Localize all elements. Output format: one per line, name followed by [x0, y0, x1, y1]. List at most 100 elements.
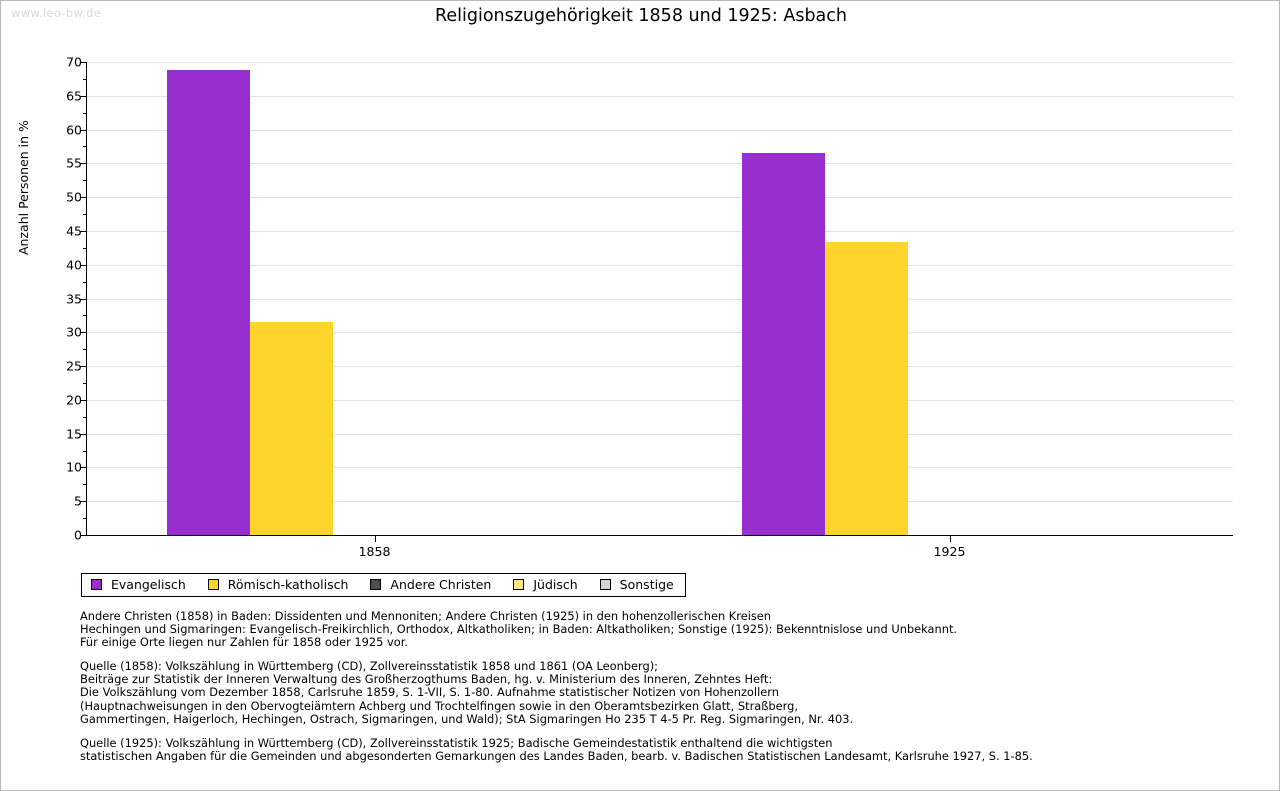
y-tick-major [80, 197, 87, 199]
gridline [87, 433, 1233, 435]
footnote-line: Hechingen und Sigmaringen: Evangelisch-F… [80, 622, 958, 637]
y-tick-label: 30 [66, 324, 82, 340]
footnote-line: Beiträge zur Statistik der Inneren Verwa… [80, 672, 773, 687]
legend-swatch-icon [513, 579, 525, 590]
y-tick-minor [83, 315, 87, 317]
legend-swatch-icon [91, 579, 102, 590]
legend-item-jüdisch[interactable]: Jüdisch [513, 577, 578, 592]
x-tick-label-1925: 1925 [933, 544, 966, 559]
legend-item-römisch-katholisch[interactable]: Römisch-katholisch [207, 577, 349, 592]
y-tick-major [80, 62, 87, 63]
gridline [87, 129, 1233, 131]
y-tick-label: 45 [66, 223, 82, 239]
footnotes: Andere Christen (1858) in Baden: Disside… [80, 609, 1210, 763]
legend-label: Andere Christen [390, 577, 492, 592]
bar-1858-evangelisch [167, 70, 250, 535]
gridline [87, 298, 1233, 300]
y-tick-major [80, 535, 87, 536]
y-tick-label: 40 [66, 257, 82, 273]
y-tick-major [80, 399, 87, 401]
gridline [87, 501, 1233, 503]
y-tick-minor [83, 247, 87, 249]
bar-1858-r-misch-katholisch [250, 322, 333, 535]
chart-title: Religionszugehörigkeit 1858 und 1925: As… [434, 6, 847, 26]
y-tick-minor [83, 180, 87, 182]
y-tick-minor [83, 281, 87, 283]
y-tick-minor [83, 484, 87, 486]
legend-label: Jüdisch [533, 577, 578, 592]
x-tick [374, 535, 376, 542]
chart-legend: Evangelisch Römisch-katholisch Andere Chri… [81, 573, 686, 597]
y-tick-major [80, 129, 87, 131]
x-tick [949, 535, 951, 542]
footnote-line: Andere Christen (1858) in Baden: Disside… [80, 609, 772, 623]
y-tick-minor [83, 349, 87, 351]
y-tick-label: 20 [66, 392, 82, 408]
y-tick-label: 10 [66, 459, 82, 475]
y-tick-major [80, 332, 87, 334]
y-tick-major [80, 467, 87, 469]
footnote-line: Quelle (1925): Volkszählung in Württembe… [80, 735, 833, 750]
legend-label: Römisch-katholisch [227, 577, 349, 592]
gridline [87, 332, 1233, 334]
watermark-leo-bw: www.leo-bw.de [11, 6, 102, 20]
footnote-block-3: Quelle (1925): Volkszählung in Württembe… [80, 735, 1210, 763]
legend-item-sonstige[interactable]: Sonstige [599, 577, 674, 592]
legend-swatch-icon [370, 579, 382, 590]
gridline [87, 62, 1233, 63]
y-axis-title: Anzahl Personen in % [3, 65, 31, 265]
y-tick-minor [83, 518, 87, 520]
y-tick-minor [83, 214, 87, 216]
bar-1925-evangelisch [742, 152, 825, 535]
y-tick-minor [83, 382, 87, 384]
y-tick-minor [83, 450, 87, 452]
y-tick-major [80, 163, 87, 165]
x-tick-label-1858: 1858 [358, 544, 391, 559]
gridline [87, 230, 1233, 232]
y-tick-label: 5 [74, 493, 82, 509]
gridline [87, 366, 1233, 368]
y-tick-minor [83, 416, 87, 418]
y-tick-major [80, 95, 87, 97]
y-tick-label: 70 [66, 54, 82, 70]
y-tick-label: 50 [66, 189, 82, 205]
footnote-line: Quelle (1858): Volkszählung in Württembe… [80, 659, 659, 674]
y-tick-label: 35 [66, 291, 82, 306]
footnote-block-1: Andere Christen (1858) in Baden: Disside… [80, 609, 1210, 650]
y-tick-label: 15 [66, 426, 82, 442]
footnote-line: Für einige Orte liegen nur Zahlen für 18… [80, 635, 409, 650]
y-tick-minor [83, 146, 87, 148]
footnote-line: Gammertingen, Haigerloch, Hechingen, Ost… [80, 711, 854, 726]
legend-swatch-icon [207, 579, 219, 590]
y-tick-major [80, 366, 87, 368]
gridline [87, 163, 1233, 165]
y-tick-label: 25 [66, 358, 82, 374]
y-tick-label: 60 [66, 122, 82, 138]
y-tick-major [80, 501, 87, 503]
y-tick-major [80, 230, 87, 232]
gridline [87, 197, 1233, 199]
legend-label: Evangelisch [111, 577, 186, 592]
legend-swatch-icon [599, 579, 611, 590]
gridline [87, 467, 1233, 469]
y-tick-major [80, 298, 87, 300]
y-tick-minor [83, 78, 87, 80]
footnote-block-2: Quelle (1858): Volkszählung in Württembe… [80, 659, 1210, 726]
y-tick-major [80, 433, 87, 435]
footnote-line: Die Volkszählung vom Dezember 1858, Carl… [80, 685, 779, 700]
y-axis-title-label: Anzahl Personen in % [16, 120, 31, 255]
legend-label: Sonstige [619, 577, 674, 592]
y-tick-label: 0 [74, 527, 82, 543]
legend-item-andere-christen[interactable]: Andere Christen [370, 577, 491, 592]
y-tick-label: 55 [66, 155, 82, 171]
gridline [87, 264, 1233, 266]
y-tick-minor [83, 112, 87, 114]
footnote-line: statistischen Angaben für die Gemeinden … [80, 748, 1033, 763]
gridline [87, 95, 1233, 97]
y-tick-major [80, 264, 87, 266]
legend-item-evangelisch[interactable]: Evangelisch [91, 577, 186, 592]
plot-area: 0 5 10 15 20 25 30 35 40 45 50 55 60 65 70 1858 1925 [66, 55, 1233, 559]
y-tick-label: 65 [66, 88, 82, 104]
gridline [87, 399, 1233, 401]
